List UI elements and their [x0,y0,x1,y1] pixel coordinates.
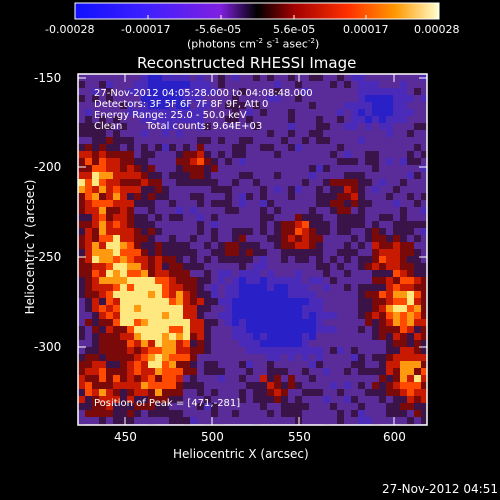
colorbar-tick-label: -0.00017 [121,23,171,36]
algorithm-label: Clean [94,121,123,132]
colorbar [74,2,440,20]
colorbar-ticks [74,15,440,19]
y-axis-ticks [78,77,427,348]
x-axis-ticks [124,74,395,425]
energy-range-label: Energy Range: 25.0 - 50.0 keV [94,110,247,121]
rhessi-image [78,74,427,425]
colorbar-tick-label: 0.00017 [343,23,389,36]
time-range-label: 27-Nov-2012 04:05:28.000 to 04:08:48.000 [94,88,313,99]
x-tick-label: 450 [114,430,137,444]
x-tick-label: 500 [201,430,224,444]
y-tick-label: -300 [34,340,62,354]
y-tick-label: -250 [34,250,62,264]
y-tick-label: -150 [34,71,62,85]
x-axis-label: Heliocentric X (arcsec) [173,447,309,461]
colorbar-tick-label: 5.6e-05 [273,23,316,36]
plot-title: Reconstructed RHESSI Image [137,54,357,72]
plot-frame [77,73,428,426]
y-tick-label: -200 [34,160,62,174]
colorbar-tick-label: -0.00028 [45,23,95,36]
peak-position-label: Position of Peak = [471,-281] [94,398,241,409]
colorbar-unit-label: (photons cm-2 s-1 asec-2) [187,37,320,51]
y-axis-label: Heliocentric Y (arcsec) [23,179,37,315]
x-tick-label: 600 [383,430,406,444]
colorbar-tick-label: 0.00028 [414,23,460,36]
x-tick-label: 550 [288,430,311,444]
colorbar-tick-label: -5.6e-05 [195,23,242,36]
footer-timestamp: 27-Nov-2012 04:51 [382,482,498,496]
detectors-label: Detectors: 3F 5F 6F 7F 8F 9F, Att 0 [94,99,269,110]
total-counts-label: Total counts: 9.64E+03 [146,121,263,132]
